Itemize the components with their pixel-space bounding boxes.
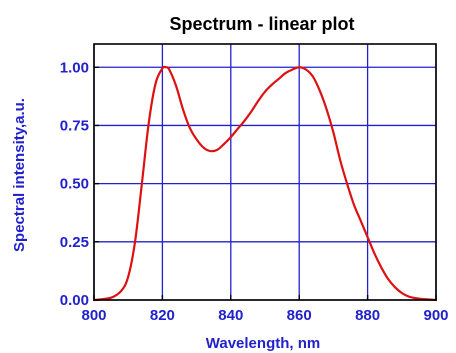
x-tick-label: 820 <box>150 307 175 324</box>
y-tick-label: 0.50 <box>60 176 89 193</box>
y-tick-label: 0.00 <box>60 292 89 309</box>
x-tick-label: 880 <box>355 307 380 324</box>
x-axis-label: Wavelength, nm <box>206 335 320 352</box>
y-tick-label: 0.75 <box>60 117 89 134</box>
x-tick-label: 800 <box>81 307 106 324</box>
y-tick-labels: 0.00 0.25 0.50 0.75 1.00 <box>60 59 99 309</box>
x-tick-labels: 800 820 840 860 880 900 <box>81 295 449 324</box>
x-tick-label: 840 <box>218 307 243 324</box>
plot-frame <box>93 43 437 301</box>
y-tick-label: 0.25 <box>60 234 89 251</box>
plot-series <box>92 65 438 302</box>
grid-lines <box>93 44 437 301</box>
x-tick-label: 860 <box>287 307 312 324</box>
chart-title: Spectrum - linear plot <box>169 14 354 34</box>
y-tick-label: 1.00 <box>60 59 89 76</box>
x-tick-label: 900 <box>423 307 448 324</box>
series-line <box>92 65 438 302</box>
y-axis-label: Spectral intensity,a.u. <box>11 98 28 252</box>
